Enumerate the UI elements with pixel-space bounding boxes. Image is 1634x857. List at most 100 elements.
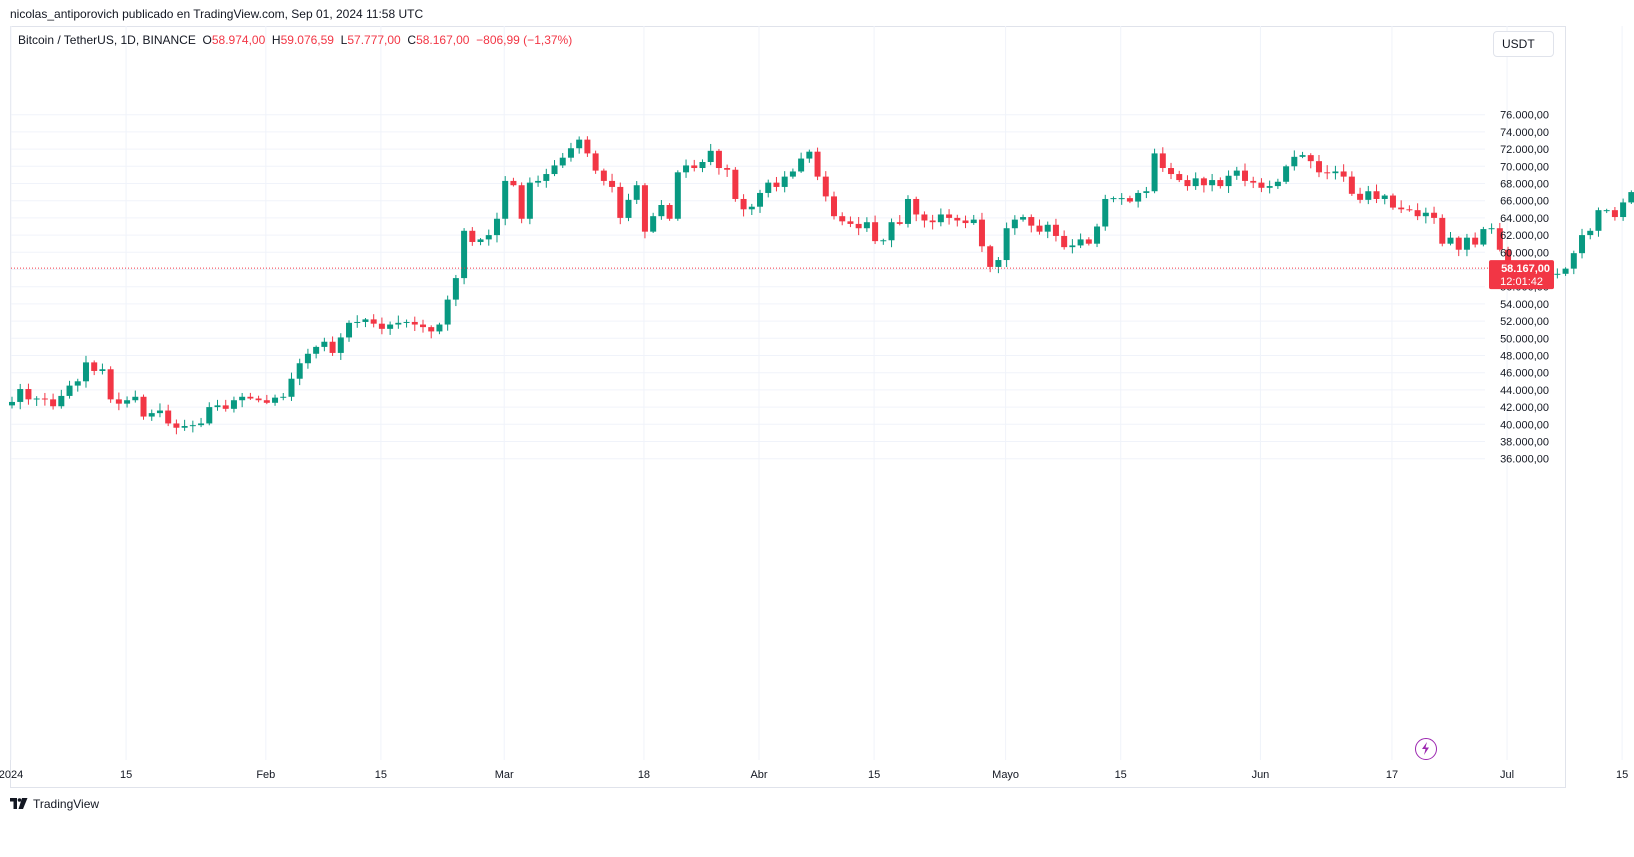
candle-body <box>436 324 443 332</box>
candle-body <box>1398 207 1405 210</box>
candle-body <box>798 158 805 172</box>
y-tick-label: 64.000,00 <box>1500 213 1549 225</box>
tradingview-logo-icon[interactable] <box>10 798 28 810</box>
candle-body <box>1069 245 1076 248</box>
candle-body <box>378 323 385 329</box>
candle-body <box>1579 235 1586 254</box>
candle-body <box>140 396 147 417</box>
high-label: H <box>271 33 281 47</box>
candle-body <box>576 139 583 149</box>
y-tick-label: 46.000,00 <box>1500 368 1549 380</box>
candle-body <box>124 400 131 404</box>
candle-body <box>1077 239 1084 246</box>
close-value: 58.167,00 <box>416 33 470 47</box>
candle-body <box>954 217 961 221</box>
x-tick-label: Jul <box>1500 769 1514 781</box>
candle-body <box>551 165 558 175</box>
candle-body <box>699 162 706 169</box>
candle-body <box>674 172 681 219</box>
y-tick-label: 48.000,00 <box>1500 351 1549 363</box>
candle-body <box>1020 217 1027 220</box>
x-tick-label: Abr <box>750 769 767 781</box>
candle-body <box>165 410 172 424</box>
candle-body <box>831 196 837 217</box>
candle-body <box>1151 153 1158 192</box>
x-tick-label: 15 <box>1115 769 1127 781</box>
candle-body <box>9 401 15 406</box>
candle-body <box>304 353 311 364</box>
candle-body <box>387 324 394 329</box>
candle-body <box>485 235 492 240</box>
candle-body <box>74 381 81 386</box>
candle-body <box>929 220 936 223</box>
candle-body <box>411 321 418 325</box>
change-value: −806,99 (−1,37%) <box>476 33 573 47</box>
lightning-bolt-icon[interactable] <box>1415 738 1437 760</box>
candle-body <box>1357 193 1364 200</box>
x-tick-label: 15 <box>120 769 132 781</box>
candle-body <box>428 327 435 332</box>
candle-body <box>863 222 870 229</box>
y-tick-label: 42.000,00 <box>1500 402 1549 414</box>
candle-body <box>337 337 344 353</box>
candle-body <box>1209 180 1216 186</box>
candle-body <box>1299 155 1306 157</box>
x-tick-label: 15 <box>1616 769 1628 781</box>
candle-body <box>41 398 48 400</box>
candle-body <box>469 230 476 242</box>
candle-body <box>1365 191 1372 200</box>
candle-body <box>33 398 40 400</box>
candle-body <box>987 246 994 267</box>
candle-body <box>839 216 846 222</box>
candle-body <box>757 192 764 207</box>
candle-body <box>1562 268 1569 274</box>
candle-body <box>814 151 821 177</box>
y-tick-label: 76.000,00 <box>1500 110 1549 122</box>
candle-body <box>206 407 213 424</box>
candle-body <box>1455 237 1462 250</box>
candle-body <box>280 396 287 398</box>
candle-body <box>592 153 599 171</box>
y-tick-label: 44.000,00 <box>1500 385 1549 397</box>
candle-body <box>222 405 229 409</box>
candle-body <box>1003 228 1010 261</box>
y-tick-label: 62.000,00 <box>1500 230 1549 242</box>
candle-body <box>822 176 829 197</box>
x-tick-label: 17 <box>1386 769 1398 781</box>
candle-body <box>781 176 788 187</box>
y-tick-label: 74.000,00 <box>1500 127 1549 139</box>
candle-body <box>748 206 755 210</box>
candle-body <box>765 182 772 193</box>
y-tick-label: 52.000,00 <box>1500 316 1549 328</box>
candle-body <box>535 180 542 183</box>
candle-body <box>1431 212 1438 218</box>
footer-brand[interactable]: TradingView <box>33 797 100 811</box>
candle-body <box>567 148 574 158</box>
candle-body <box>888 222 895 241</box>
price-tag-bg <box>1489 260 1554 290</box>
candle-body <box>691 165 698 169</box>
candle-body <box>970 219 977 224</box>
low-label: L <box>340 33 348 47</box>
candle-body <box>872 222 879 242</box>
candle-body <box>962 220 969 224</box>
candle-body <box>1274 181 1281 187</box>
candle-body <box>1291 156 1298 167</box>
candle-body <box>313 346 320 354</box>
candle-body <box>683 165 690 173</box>
candle-body <box>600 170 607 181</box>
candle-body <box>288 378 295 397</box>
currency-button[interactable]: USDT <box>1493 31 1554 57</box>
candle-body <box>1406 209 1413 211</box>
candle-body <box>156 410 163 414</box>
candle-body <box>181 426 188 428</box>
candle-body <box>1381 195 1388 199</box>
y-tick-label: 50.000,00 <box>1500 333 1549 345</box>
candle-body <box>198 423 205 426</box>
candle-body <box>247 396 254 399</box>
candle-body <box>1110 198 1117 200</box>
candle-body <box>518 185 525 219</box>
candle-body <box>847 221 854 224</box>
